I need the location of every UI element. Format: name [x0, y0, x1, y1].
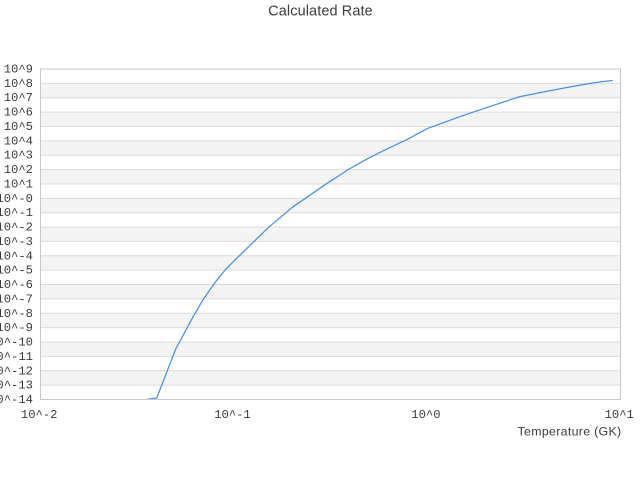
- svg-text:10^-8: 10^-8: [0, 307, 33, 321]
- svg-text:10^-11: 10^-11: [0, 350, 33, 364]
- svg-text:10^-2: 10^-2: [0, 221, 33, 235]
- svg-text:10^-4: 10^-4: [0, 249, 33, 263]
- svg-text:10^9: 10^9: [4, 63, 33, 77]
- svg-text:10^4: 10^4: [4, 134, 33, 148]
- svg-text:10^-0: 10^-0: [0, 192, 33, 206]
- svg-text:10^1: 10^1: [4, 177, 33, 191]
- svg-text:10^-1: 10^-1: [0, 206, 33, 220]
- svg-text:10^3: 10^3: [4, 149, 33, 163]
- svg-text:10^8: 10^8: [4, 77, 33, 91]
- svg-text:10^0: 10^0: [411, 408, 440, 422]
- svg-text:10^-13: 10^-13: [0, 379, 33, 393]
- svg-text:10^-2: 10^-2: [21, 408, 58, 422]
- svg-text:10^-14: 10^-14: [0, 393, 33, 407]
- svg-text:10^-1: 10^-1: [214, 408, 251, 422]
- svg-text:Temperature (GK): Temperature (GK): [518, 424, 622, 438]
- svg-text:10^7: 10^7: [4, 91, 33, 105]
- svg-text:10^-7: 10^-7: [0, 292, 33, 306]
- svg-text:10^-12: 10^-12: [0, 364, 33, 378]
- svg-text:10^2: 10^2: [4, 163, 33, 177]
- svg-text:10^5: 10^5: [4, 120, 33, 134]
- svg-text:10^-3: 10^-3: [0, 235, 33, 249]
- svg-text:10^-6: 10^-6: [0, 278, 33, 292]
- svg-text:Calculated Rate: Calculated Rate: [268, 4, 373, 20]
- svg-text:10^1: 10^1: [605, 408, 634, 422]
- svg-text:10^-10: 10^-10: [0, 336, 33, 350]
- svg-text:10^-9: 10^-9: [0, 321, 33, 335]
- svg-text:10^-5: 10^-5: [0, 264, 33, 278]
- svg-text:10^6: 10^6: [4, 106, 33, 120]
